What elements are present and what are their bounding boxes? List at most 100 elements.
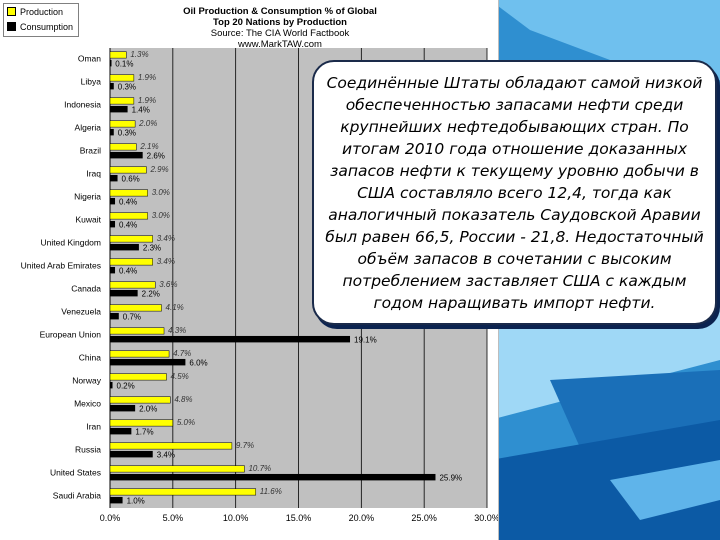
chart-legend: Production Consumption <box>3 3 79 37</box>
chart-source: Source: The CIA World Factbook <box>210 28 350 39</box>
bar-production <box>109 258 153 266</box>
bar-production <box>109 373 167 381</box>
data-label-consumption: 19.1% <box>354 335 377 344</box>
bar-consumption <box>110 312 119 320</box>
y-category-label: Canada <box>71 283 101 293</box>
bar-consumption <box>110 151 143 159</box>
bar-production <box>109 166 147 174</box>
data-label-production: 1.3% <box>130 50 148 59</box>
bar-production <box>109 327 165 335</box>
y-category-label: United Arab Emirates <box>21 260 101 270</box>
y-category-label: Brazil <box>80 145 101 155</box>
data-label-production: 4.8% <box>174 395 192 404</box>
data-label-consumption: 2.0% <box>139 404 157 413</box>
data-label-consumption: 0.4% <box>119 220 137 229</box>
y-category-label: Iraq <box>86 168 101 178</box>
bar-consumption <box>110 197 116 205</box>
bar-consumption <box>110 59 112 67</box>
x-tick-label: 5.0% <box>163 513 184 523</box>
data-label-production: 3.0% <box>152 211 170 220</box>
data-label-production: 4.5% <box>171 372 189 381</box>
bar-consumption <box>110 266 116 274</box>
bar-consumption <box>110 358 186 366</box>
y-category-label: Algeria <box>75 122 102 132</box>
bar-production <box>109 74 135 82</box>
data-label-consumption: 1.7% <box>135 427 153 436</box>
data-label-production: 3.4% <box>157 234 175 243</box>
y-category-label: Oman <box>78 53 101 63</box>
data-label-production: 3.4% <box>157 257 175 266</box>
data-label-consumption: 0.7% <box>123 312 141 321</box>
y-category-label: Iran <box>86 421 101 431</box>
data-label-production: 2.0% <box>138 119 157 128</box>
bar-consumption <box>110 427 132 435</box>
data-label-consumption: 25.9% <box>439 473 462 482</box>
bar-production <box>109 235 153 243</box>
y-category-label: Nigeria <box>74 191 101 201</box>
bar-production <box>109 143 137 151</box>
chart-website: www.MarkTAW.com <box>238 39 322 50</box>
y-category-label: Venezuela <box>61 306 101 316</box>
data-label-consumption: 0.3% <box>118 128 136 137</box>
bar-consumption <box>110 496 123 504</box>
callout-text: Соединённые Штаты обладают самой низкой … <box>325 73 704 312</box>
legend-label-consumption: Consumption <box>20 21 74 32</box>
data-label-production: 11.6% <box>260 487 282 496</box>
data-label-production: 4.1% <box>166 303 184 312</box>
bar-consumption <box>110 473 436 481</box>
data-label-production: 4.7% <box>173 349 191 358</box>
x-tick-label: 15.0% <box>286 513 312 523</box>
bar-consumption <box>110 105 128 113</box>
bar-consumption <box>110 128 114 136</box>
chart-title-line1: Oil Production & Consumption % of Global <box>183 6 377 17</box>
data-label-consumption: 2.2% <box>142 289 160 298</box>
bar-production <box>109 212 148 220</box>
bar-production <box>109 51 127 59</box>
legend-label-production: Production <box>20 6 64 17</box>
data-label-consumption: 1.0% <box>127 496 145 505</box>
data-label-production: 3.6% <box>159 280 177 289</box>
data-label-consumption: 2.3% <box>143 243 161 252</box>
bar-production <box>109 120 136 128</box>
chart-title: Oil Production & Consumption % of Global… <box>120 6 440 50</box>
x-tick-label: 10.0% <box>223 513 249 523</box>
bar-consumption <box>110 381 113 389</box>
y-category-label: China <box>79 352 101 362</box>
bar-production <box>109 465 245 473</box>
bar-consumption <box>110 335 351 343</box>
y-category-label: Norway <box>72 375 102 385</box>
data-label-production: 9.7% <box>236 441 254 450</box>
data-label-production: 10.7% <box>248 464 271 473</box>
legend-item-production: Production <box>4 4 78 19</box>
y-category-label: Saudi Arabia <box>53 490 101 500</box>
legend-item-consumption: Consumption <box>4 19 78 34</box>
bar-production <box>109 281 156 289</box>
bar-production <box>109 97 135 105</box>
data-label-production: 5.0% <box>177 418 195 427</box>
data-label-consumption: 1.4% <box>132 105 150 114</box>
chart-title-line2: Top 20 Nations by Production <box>213 17 347 28</box>
data-label-production: 1.9% <box>138 73 156 82</box>
bar-production <box>109 304 162 312</box>
x-tick-label: 30.0% <box>474 513 498 523</box>
data-label-production: 1.9% <box>138 96 156 105</box>
legend-swatch-consumption <box>7 22 16 31</box>
bar-production <box>109 488 257 496</box>
bar-production <box>109 189 148 197</box>
bar-consumption <box>110 220 116 228</box>
bar-production <box>109 396 171 404</box>
bar-production <box>109 350 170 358</box>
data-label-consumption: 0.6% <box>122 174 140 183</box>
data-label-production: 4.3% <box>168 326 186 335</box>
data-label-consumption: 0.4% <box>119 197 137 206</box>
bar-consumption <box>110 404 136 412</box>
x-tick-label: 25.0% <box>411 513 437 523</box>
y-category-label: European Union <box>40 329 102 339</box>
bar-consumption <box>110 82 114 90</box>
y-category-label: Indonesia <box>64 99 101 109</box>
data-label-consumption: 0.2% <box>117 381 135 390</box>
bar-consumption <box>110 289 138 297</box>
bar-consumption <box>110 243 139 251</box>
data-label-consumption: 3.4% <box>157 450 175 459</box>
y-category-label: United Kingdom <box>41 237 101 247</box>
